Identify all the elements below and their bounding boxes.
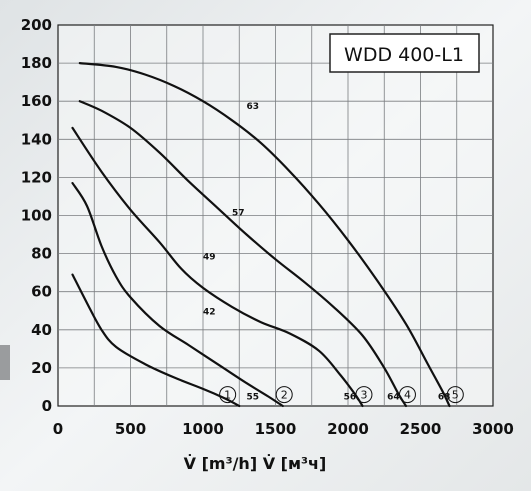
x-tick-label: 2000 [327,420,369,438]
chart-title: WDD 400-L1 [344,44,464,66]
y-tick-label: 60 [31,283,52,301]
curve-end-label: 56 [344,392,357,402]
curve-end-label: 68 [438,392,451,402]
curves: 42 55 1 2 49 56 3 57 64 4 63 68 5 [71,62,464,408]
x-tick-label: 1500 [255,420,297,438]
y-tick-label: 20 [31,359,52,377]
y-tick-label: 200 [21,16,52,34]
y-tick-label: 160 [21,92,52,110]
y-tick-label: 80 [31,245,52,263]
y-tick-label: 0 [42,397,52,415]
curve-number-label: 4 [404,389,411,402]
curve-number-circle [275,386,293,404]
x-tick-label: 1000 [182,420,224,438]
curve-number-circle [355,386,373,404]
curve-2 [71,182,284,408]
curve-end-label: 55 [247,392,260,402]
curve-number-circle [398,386,416,404]
y-tick-label: 100 [21,207,52,225]
grid [58,25,493,406]
curve-number-label: 5 [452,389,459,402]
curve-speed-label: 49 [203,252,216,262]
curve-speed-label: 63 [247,102,260,112]
y-tick-label: 120 [21,168,52,186]
x-tick-label: 2500 [400,420,442,438]
curve-speed-label: 42 [203,308,216,318]
curve-number-label: 1 [224,389,231,402]
curve-number-circle [446,386,464,404]
y-tick-label: 140 [21,130,52,148]
x-axis-title: V̇ [m³/h] V̇ [м³ч] [184,454,327,473]
curve-end-label: 64 [387,392,400,402]
curve-4 [78,100,408,408]
background-swatch [0,345,10,380]
curve-3 [71,126,364,408]
curve-number-label: 2 [281,389,288,402]
model-label-frame [329,33,480,73]
x-tick-label: 0 [53,420,63,438]
y-tick-label: 40 [31,321,52,339]
y-tick-label: 180 [21,54,52,72]
curve-1 [71,273,241,408]
curve-number-circle [219,386,237,404]
x-tick-label: 500 [115,420,146,438]
curve-5 [78,62,451,408]
model-label-box: WDD 400-L1 [329,33,480,73]
curve-speed-label: 57 [232,209,245,219]
curve-number-label: 3 [360,389,367,402]
x-tick-label: 3000 [472,420,514,438]
